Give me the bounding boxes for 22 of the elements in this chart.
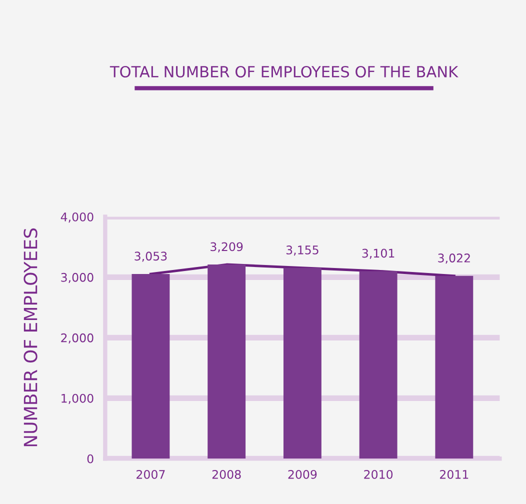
y-axis-title: NUMBER OF EMPLOYEES <box>24 228 38 446</box>
x-tick-label: 2010 <box>364 470 393 479</box>
y-tick-label: 4,000 <box>60 212 94 223</box>
bar <box>208 264 246 459</box>
y-tick-label: 1,000 <box>62 394 94 404</box>
y-tick-label: 0 <box>87 454 94 464</box>
bar <box>283 268 322 459</box>
bar <box>359 271 398 459</box>
data-label: 3,101 <box>362 248 394 259</box>
x-tick-label: 2007 <box>136 470 165 479</box>
x-tick-label: 2011 <box>440 470 468 479</box>
data-label: 3,209 <box>210 242 243 252</box>
data-label: 3,022 <box>438 254 470 264</box>
x-tick-label: 2009 <box>288 470 317 479</box>
bar <box>435 276 474 459</box>
data-label: 3,053 <box>134 252 167 262</box>
data-label: 3,155 <box>286 245 318 256</box>
y-tick-label: 3,000 <box>61 272 94 284</box>
bar <box>132 274 170 459</box>
x-tick-label: 2008 <box>212 470 241 479</box>
chart-title: TOTAL NUMBER OF EMPLOYEES OF THE BANK <box>110 66 458 78</box>
y-tick-label: 2,000 <box>61 333 94 344</box>
